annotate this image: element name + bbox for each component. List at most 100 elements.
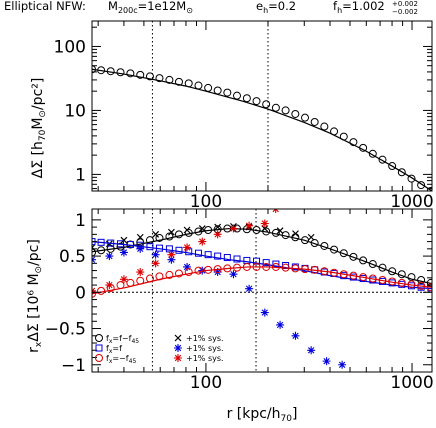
data-point (261, 225, 269, 232)
series-line (92, 227, 432, 285)
data-point (271, 262, 280, 271)
data-point (349, 271, 358, 280)
data-point (106, 67, 115, 76)
legend-sys-marker (174, 344, 182, 352)
x-axis-title: r [kpc/h70] (227, 406, 298, 424)
data-point (291, 109, 300, 118)
data-point (126, 278, 135, 287)
data-point (213, 268, 222, 277)
y-tick-label: −0.5 (45, 320, 86, 340)
data-point (426, 283, 432, 292)
data-point (417, 275, 426, 284)
data-point (183, 226, 191, 234)
data-point (310, 265, 319, 274)
data-point (214, 252, 222, 260)
data-point (223, 88, 232, 97)
data-point (174, 77, 183, 86)
data-point (126, 240, 134, 248)
data-point (368, 149, 377, 158)
data-point (92, 289, 96, 298)
data-point (320, 267, 329, 276)
data-point (119, 275, 128, 284)
data-point (183, 243, 192, 252)
data-point (194, 227, 203, 236)
data-point (213, 265, 222, 274)
data-point (97, 238, 105, 246)
data-point (359, 143, 368, 152)
data-point (322, 357, 331, 366)
data-point (165, 232, 174, 241)
data-point (378, 155, 387, 164)
data-point (165, 75, 174, 84)
data-point (92, 65, 96, 74)
data-point (204, 251, 212, 259)
data-point (107, 239, 115, 247)
data-point (233, 263, 242, 272)
data-point (339, 249, 348, 258)
y-tick-label: 0 (75, 283, 86, 303)
data-point (281, 263, 290, 272)
data-point (97, 246, 106, 255)
data-point (260, 308, 269, 317)
data-point (252, 262, 261, 271)
data-point (145, 274, 154, 283)
data-point (426, 278, 432, 287)
header-fh-err-down: −0.002 (392, 8, 418, 16)
data-point (388, 277, 397, 286)
data-point (271, 103, 280, 112)
data-point (310, 239, 319, 248)
legend-sys-label: +1% sys. (186, 344, 224, 353)
data-point (301, 113, 310, 122)
data-point (97, 286, 106, 295)
data-point (145, 72, 154, 81)
bottom-y-axis-title: rxΔΣ [10⁶ M⊙/pc] (26, 239, 44, 353)
data-point (330, 245, 339, 254)
top-y-axis-title: ΔΣ [h70M⊙/pc²] (30, 78, 48, 179)
plot-frame (91, 208, 433, 373)
x-tick-label: 100 (190, 373, 222, 393)
legend-label: fx=−f45 (106, 354, 136, 365)
data-point (117, 240, 125, 248)
series-line (92, 266, 432, 295)
series-line (92, 68, 432, 191)
data-point (92, 243, 96, 251)
data-point (184, 228, 193, 237)
data-point (167, 255, 176, 264)
data-point (198, 237, 207, 246)
x-tick-label: 1000 (390, 192, 433, 212)
data-point (155, 272, 164, 281)
data-point (292, 230, 299, 238)
data-point (349, 252, 358, 261)
data-point (136, 244, 145, 253)
data-point (229, 270, 238, 279)
data-point (301, 265, 310, 274)
data-point (378, 263, 387, 272)
data-point (223, 264, 232, 273)
data-point (146, 243, 154, 251)
data-point (378, 275, 387, 284)
data-point (407, 280, 416, 289)
data-point (291, 331, 300, 340)
data-point (330, 127, 339, 136)
data-point (198, 225, 206, 232)
data-point (105, 281, 114, 290)
data-point (204, 265, 213, 274)
data-point (276, 320, 285, 329)
plot-area (92, 209, 432, 372)
data-point (307, 346, 316, 355)
data-point (184, 79, 193, 88)
data-point (262, 100, 271, 109)
legend-marker (95, 354, 103, 362)
header-mass: M200c=1e12M⊙ (108, 0, 193, 15)
data-point (223, 254, 231, 262)
data-point (194, 81, 203, 90)
data-point (338, 360, 347, 369)
legend: fx=f−f45 +1% sys. fx=f +1% sys. fx=−f45 +1% s… (95, 334, 224, 365)
plot-frame (91, 20, 433, 192)
y-tick-label: 1 (75, 211, 86, 231)
data-point (397, 270, 406, 279)
data-point (349, 138, 358, 147)
data-point (155, 233, 164, 242)
data-point (174, 230, 183, 239)
data-point (260, 219, 269, 228)
